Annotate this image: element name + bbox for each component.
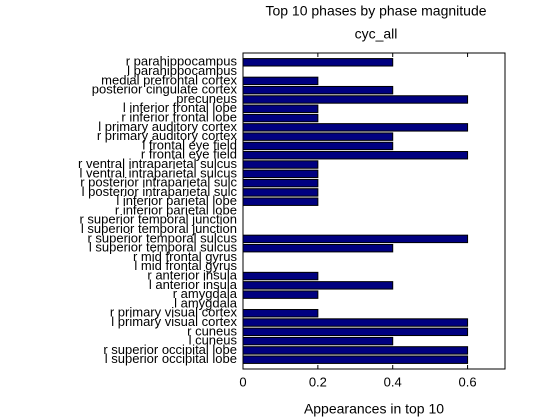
y-tick-label: l ventral intraparietal sulcus xyxy=(79,165,237,180)
bar xyxy=(242,346,469,355)
chart-subtitle: cyc_all xyxy=(355,26,398,42)
y-tick-label: posterior cingulate cortex xyxy=(92,82,238,97)
bar xyxy=(242,188,319,197)
bar xyxy=(242,271,319,281)
y-tick-label: l posterior intraparietal sulc xyxy=(82,184,238,199)
y-tick-label: l amygdala xyxy=(174,295,238,310)
y-tick-label: l mid frontal gyrus xyxy=(134,258,237,273)
bar xyxy=(242,178,319,188)
bar xyxy=(242,123,469,132)
bar xyxy=(242,141,394,151)
bar xyxy=(242,76,319,86)
bar xyxy=(242,160,319,169)
chart-title: Top 10 phases by phase magnitude xyxy=(265,3,486,19)
x-tick-label: 0 xyxy=(239,374,246,389)
bar xyxy=(242,85,394,95)
x-tick-label: 0.4 xyxy=(384,374,402,389)
y-tick-label: r superior temporal sulcus xyxy=(87,230,237,245)
bar xyxy=(242,132,394,141)
bar xyxy=(242,104,319,113)
y-tick-label: r inferior parietal lobe xyxy=(115,202,237,217)
y-tick-label: r frontal eye field xyxy=(141,147,237,162)
y-tick-label: l superior temporal sulcus xyxy=(89,240,238,255)
y-tick-label: r cuneus xyxy=(187,323,237,338)
y-tick-label: r superior occipital lobe xyxy=(103,342,237,357)
y-tick-label: r primary auditory cortex xyxy=(97,128,238,143)
bar xyxy=(242,336,394,346)
bar xyxy=(242,281,394,290)
y-tick-label: l primary auditory cortex xyxy=(98,119,237,134)
y-tick-label: r anterior insula xyxy=(147,267,237,282)
y-tick-label: l parahippocampus xyxy=(127,63,237,78)
y-tick-label: r posterior intraparietal sulc xyxy=(80,175,237,190)
y-tick-label: r parahippocampus xyxy=(126,54,238,69)
y-tick-label: l superior temporal junction xyxy=(81,221,237,236)
y-tick-label: l anterior insula xyxy=(149,277,238,292)
y-tick-label: l frontal eye field xyxy=(142,137,237,152)
y-tick-label: l superior occipital lobe xyxy=(105,351,237,366)
bar xyxy=(242,355,469,364)
bar xyxy=(242,197,319,206)
y-tick-label: l cuneus xyxy=(189,333,238,348)
bar xyxy=(242,327,469,337)
y-tick-label: r amygdala xyxy=(173,286,238,301)
y-tick-label: precuneus xyxy=(176,91,237,106)
bar xyxy=(242,58,394,67)
y-tick-label: r ventral intraparietal sulcus xyxy=(78,156,237,171)
y-tick-label: l primary visual cortex xyxy=(111,314,237,329)
bar xyxy=(242,243,394,253)
bar xyxy=(242,234,469,244)
bar xyxy=(242,113,319,123)
bar xyxy=(242,95,469,104)
x-tick-label: 0.6 xyxy=(459,374,477,389)
y-tick-label: r primary visual cortex xyxy=(110,305,238,320)
y-tick-label: r inferior frontal lobe xyxy=(121,109,237,124)
y-tick-label: r mid frontal gyrus xyxy=(133,249,238,264)
y-tick-label: l inferior frontal lobe xyxy=(123,100,237,115)
y-tick-label: r superior temporal junction xyxy=(79,212,237,227)
bar xyxy=(242,151,469,160)
bar xyxy=(242,309,319,318)
bar xyxy=(242,318,469,327)
plot-frame xyxy=(242,52,506,370)
y-tick-label: l inferior parietal lobe xyxy=(116,193,237,208)
bar xyxy=(242,169,319,179)
x-axis-label: Appearances in top 10 xyxy=(304,401,444,417)
x-tick-label: 0.2 xyxy=(309,374,327,389)
y-tick-label: medial prefrontal cortex xyxy=(101,72,237,87)
bar xyxy=(242,290,319,299)
